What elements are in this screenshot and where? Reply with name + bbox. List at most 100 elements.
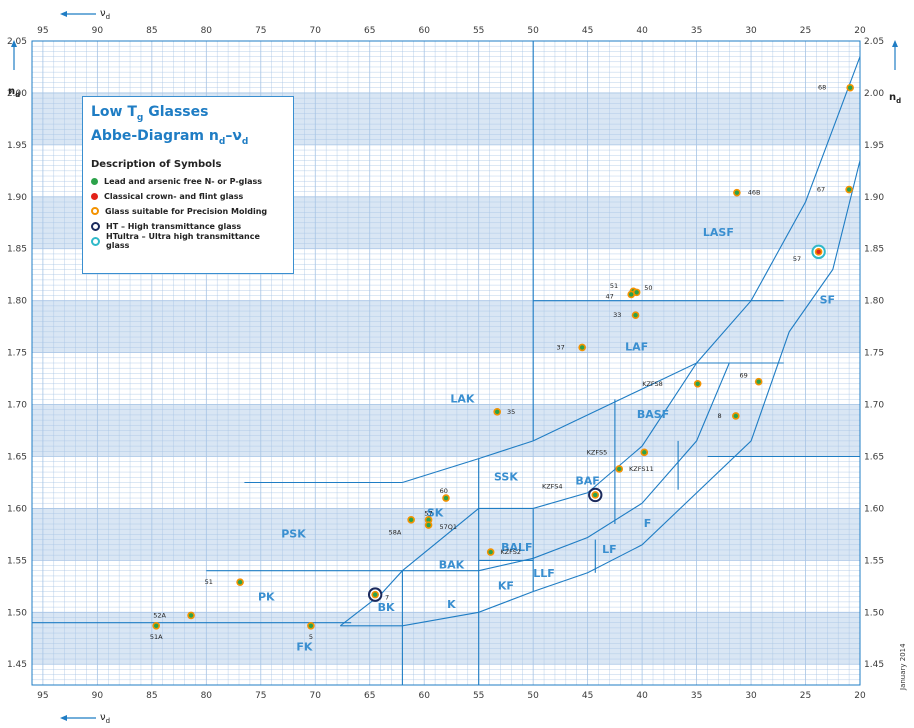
legend-item-htultra: HTultra – Ultra high transmittance glass: [91, 232, 285, 250]
glass-label: KZFS8: [642, 380, 663, 388]
region-label: FK: [296, 641, 313, 654]
x-tick-bottom: 45: [582, 691, 593, 701]
glass-label: KZFS2: [500, 548, 521, 556]
glass-point: [634, 290, 639, 295]
region-label: PK: [258, 591, 275, 604]
glass-label: 57: [793, 255, 801, 263]
date-note: January 2014: [899, 643, 907, 690]
glass-label: 68: [818, 84, 826, 92]
nu-axis-label-bottom: νd: [100, 712, 110, 725]
y-tick-left: 1.65: [7, 452, 27, 462]
y-tick-right: 1.50: [864, 608, 884, 618]
x-tick-top: 90: [92, 26, 104, 36]
orange-ring-icon: [91, 207, 99, 216]
x-tick-top: 60: [418, 26, 430, 36]
y-tick-right: 1.75: [864, 349, 884, 359]
x-tick-bottom: 30: [745, 691, 757, 701]
region-label: KF: [498, 579, 514, 592]
legend-description-heading: Description of Symbols: [91, 158, 222, 170]
region-label: SK: [427, 507, 444, 520]
x-tick-top: 35: [691, 26, 702, 36]
y-tick-left: 1.95: [7, 141, 27, 151]
x-tick-top: 50: [527, 26, 539, 36]
glass-point: [443, 495, 449, 501]
glass-point: [816, 249, 821, 255]
glass-label: 47: [605, 293, 613, 301]
grid-lines: [31, 40, 861, 686]
region-label: F: [644, 517, 652, 530]
glass-point: [617, 466, 622, 472]
region-label: SF: [820, 294, 835, 307]
x-tick-bottom: 80: [201, 691, 213, 701]
glass-point: [695, 381, 700, 386]
x-tick-top: 80: [201, 26, 213, 36]
glass-point: [237, 579, 243, 585]
legend-item-lead-free: Lead and arsenic free N- or P-glass: [91, 174, 285, 189]
glass-label: 51: [205, 578, 213, 586]
glass-point: [633, 313, 638, 318]
y-tick-left: 1.60: [7, 504, 27, 514]
arrow-left-icon: [60, 715, 67, 721]
glass-point: [847, 85, 853, 90]
glass-label: 33: [613, 311, 621, 319]
glass-point: [579, 345, 585, 350]
x-tick-bottom: 25: [800, 691, 811, 701]
glass-label: KZFS4: [542, 483, 563, 491]
y-tick-left: 1.55: [7, 556, 27, 566]
glass-label: 51A: [150, 633, 163, 641]
x-tick-top: 40: [636, 26, 648, 36]
glass-label: 46B: [748, 189, 761, 197]
glass-point: [593, 492, 598, 498]
x-tick-top: 25: [800, 26, 811, 36]
region-label: LAF: [625, 340, 648, 353]
x-tick-bottom: 60: [418, 691, 430, 701]
region-label: LF: [602, 543, 617, 556]
region-label: PSK: [281, 527, 306, 540]
green-dot-icon: [91, 177, 98, 185]
glass-point: [372, 592, 378, 597]
glass-label: 50: [644, 284, 652, 292]
glass-label: 69: [740, 371, 748, 379]
x-tick-bottom: 50: [527, 691, 539, 701]
glass-point: [733, 413, 738, 419]
glass-label: 52A: [153, 611, 166, 619]
y-tick-left: 1.75: [7, 349, 27, 359]
glass-point: [426, 522, 431, 528]
y-tick-left: 1.70: [7, 401, 27, 411]
glass-point: [642, 450, 647, 455]
legend-item-classical: Classical crown- and flint glass: [91, 189, 285, 204]
y-tick-left: 1.80: [7, 297, 27, 307]
y-tick-right: 2.05: [864, 37, 884, 47]
glass-point: [408, 517, 414, 523]
x-tick-top: 70: [310, 26, 322, 36]
region-label: K: [447, 598, 456, 611]
frame-rect: [31, 40, 861, 686]
x-tick-top: 65: [364, 26, 375, 36]
glass-label: 57: [424, 510, 432, 518]
y-tick-left: 1.90: [7, 193, 27, 203]
legend-title-2: Abbe-Diagram nd–νd: [91, 127, 249, 147]
y-tick-right: 1.70: [864, 401, 884, 411]
glass-point: [488, 549, 493, 555]
region-label: BK: [378, 601, 395, 614]
y-tick-right: 1.55: [864, 556, 884, 566]
y-tick-right: 1.90: [864, 193, 884, 203]
arrow-up-icon: [11, 40, 17, 47]
glass-point: [188, 613, 194, 618]
x-tick-bottom: 20: [854, 691, 866, 701]
region-label: BALF: [501, 541, 532, 554]
y-tick-right: 1.85: [864, 245, 884, 255]
plot-frame: [31, 40, 861, 686]
glass-label: 51: [610, 282, 618, 290]
tick-labels: 9595909085858080757570706565606055555050…: [7, 26, 884, 701]
legend-item-precision-molding: Glass suitable for Precision Molding: [91, 204, 285, 219]
y-tick-left: 2.00: [7, 89, 27, 99]
region-label: SSK: [494, 470, 518, 483]
n-axis-label-left: nd: [8, 86, 20, 99]
glass-label: 8: [717, 412, 721, 420]
x-tick-bottom: 90: [92, 691, 104, 701]
y-tick-right: 1.65: [864, 452, 884, 462]
n-axis-label-right: nd: [889, 92, 901, 105]
glass-label: 35: [507, 408, 515, 416]
